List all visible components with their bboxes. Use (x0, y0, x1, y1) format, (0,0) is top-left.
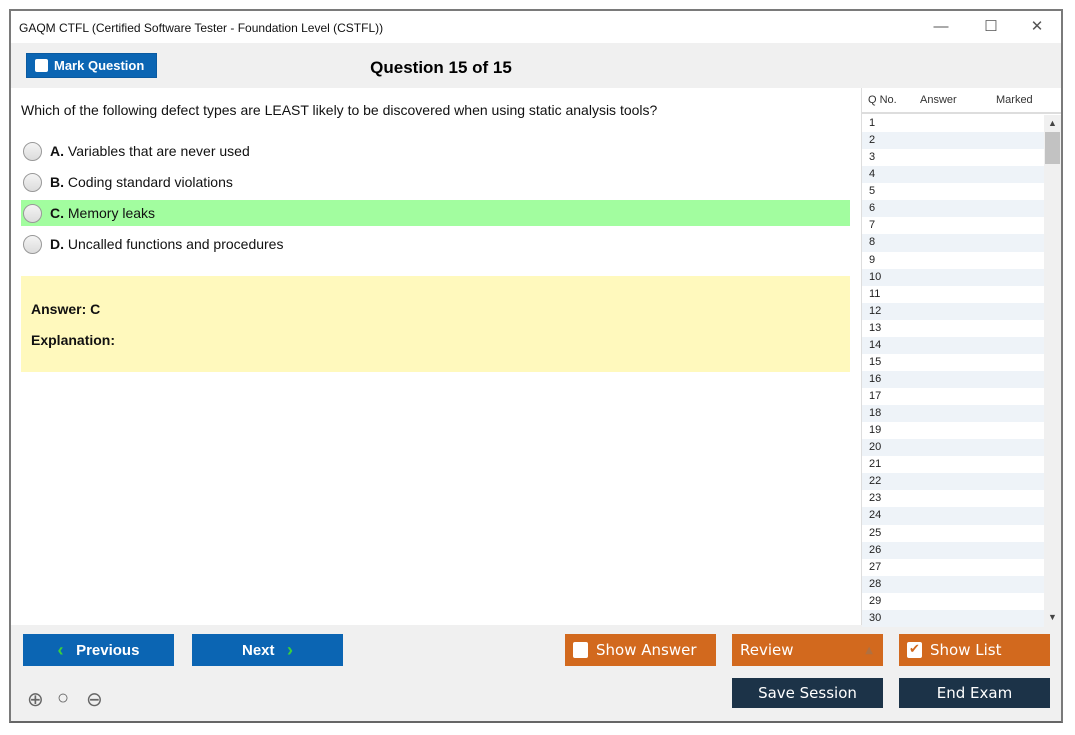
scroll-up-icon[interactable]: ▲ (1048, 118, 1057, 128)
list-row[interactable]: 3 (869, 151, 876, 164)
list-row[interactable]: 4 (862, 166, 1044, 184)
scrollbar[interactable]: ▲ ▼ (1044, 115, 1061, 625)
maximize-button[interactable]: ☐ (984, 18, 998, 35)
minimize-button[interactable]: — (933, 18, 949, 35)
end-exam-button[interactable]: End Exam (899, 678, 1050, 708)
option-d[interactable]: D. Uncalled functions and procedures (21, 231, 850, 257)
previous-button[interactable]: ‹ Previous (23, 634, 174, 666)
list-row[interactable]: 7 (869, 219, 876, 232)
list-row[interactable]: 21 (869, 458, 882, 471)
answer-label: Answer: C (31, 301, 101, 317)
list-row[interactable]: 12 (862, 302, 1044, 320)
list-row[interactable]: 25 (869, 526, 882, 539)
option-text: Uncalled functions and procedures (67, 236, 284, 252)
option-text: Coding standard violations (67, 174, 233, 190)
explanation-label: Explanation: (31, 332, 116, 348)
list-row[interactable]: 2 (862, 132, 1044, 150)
list-row[interactable]: 15 (869, 355, 882, 368)
option-letter: B. (50, 174, 64, 190)
list-row[interactable]: 27 (869, 560, 882, 573)
answer-box: Answer: C Explanation: (21, 276, 850, 372)
title-bar: GAQM CTFL (Certified Software Tester - F… (11, 11, 1061, 43)
question-panel: Which of the following defect types are … (11, 88, 861, 625)
col-qno[interactable]: Q No. (868, 94, 897, 106)
radio-icon[interactable] (23, 203, 42, 223)
option-a[interactable]: A. Variables that are never used (21, 138, 850, 164)
list-row[interactable]: 17 (869, 390, 882, 402)
list-row[interactable]: 5 (869, 185, 876, 198)
list-row[interactable]: 26 (862, 541, 1044, 559)
list-row[interactable]: 20 (862, 439, 1044, 457)
close-button[interactable]: ✕ (1030, 18, 1044, 35)
mark-question-button[interactable]: Mark Question (26, 53, 157, 78)
review-dropdown[interactable]: Review ▲ (732, 634, 883, 666)
zoom-in-icon[interactable]: ⊕ (27, 689, 44, 711)
option-letter: A. (50, 143, 64, 159)
radio-icon[interactable] (23, 172, 42, 192)
radio-icon[interactable] (23, 234, 42, 254)
scroll-down-icon[interactable]: ▼ (1048, 612, 1057, 622)
app-window: GAQM CTFL (Certified Software Tester - F… (9, 9, 1063, 723)
list-row[interactable]: 9 (869, 253, 876, 266)
zoom-out-icon[interactable]: ⊖ (86, 689, 103, 711)
checkbox-icon[interactable] (573, 642, 588, 658)
scrollbar-thumb[interactable] (1045, 132, 1060, 164)
chevron-left-icon: ‹ (57, 639, 64, 660)
list-row[interactable]: 16 (862, 370, 1044, 388)
question-list: Q No. Answer Marked 1 2 3 4 5 6 7 8 9 10 11 12 13 14 1… (861, 88, 1061, 627)
option-letter: C. (50, 205, 64, 221)
list-header: Q No. Answer Marked (862, 88, 1061, 114)
mark-question-label: Mark Question (54, 58, 145, 73)
radio-icon[interactable] (23, 141, 42, 161)
review-label: Review (740, 641, 794, 659)
question-text: Which of the following defect types are … (21, 102, 658, 118)
chevron-right-icon: › (287, 639, 294, 660)
option-c[interactable]: C. Memory leaks (21, 200, 850, 226)
checkbox-checked-icon[interactable]: ✔ (907, 642, 922, 658)
checkbox-icon (35, 59, 48, 72)
window-title: GAQM CTFL (Certified Software Tester - F… (19, 21, 384, 35)
list-row[interactable]: 6 (862, 200, 1044, 218)
list-row[interactable]: 8 (862, 234, 1044, 252)
list-row[interactable]: 28 (862, 575, 1044, 593)
col-marked[interactable]: Marked (996, 94, 1033, 106)
caret-up-icon: ▲ (865, 644, 873, 656)
next-label: Next (241, 641, 275, 659)
option-text: Memory leaks (67, 205, 156, 221)
list-row[interactable]: 22 (862, 473, 1044, 491)
list-row[interactable]: 1 (869, 117, 876, 129)
list-row[interactable]: 30 (862, 609, 1044, 627)
next-button[interactable]: Next › (192, 634, 343, 666)
show-answer-button[interactable]: Show Answer (565, 634, 716, 666)
save-session-button[interactable]: Save Session (732, 678, 883, 708)
list-row[interactable]: 24 (862, 507, 1044, 525)
list-row[interactable]: 18 (862, 405, 1044, 423)
option-b[interactable]: B. Coding standard violations (21, 169, 850, 195)
list-row[interactable]: 19 (869, 424, 882, 437)
list-row[interactable]: 29 (869, 594, 882, 607)
show-list-button[interactable]: ✔ Show List (899, 634, 1050, 666)
option-letter: D. (50, 236, 64, 252)
option-text: Variables that are never used (67, 143, 250, 159)
list-row[interactable]: 11 (869, 287, 881, 300)
zoom-reset-icon[interactable]: ○ (57, 687, 70, 709)
list-row[interactable]: 13 (869, 321, 882, 334)
toolbar: Mark Question Question 15 of 15 (11, 43, 1061, 88)
list-row[interactable]: 14 (862, 336, 1044, 354)
list-row[interactable]: 23 (869, 492, 882, 505)
col-answer[interactable]: Answer (920, 94, 957, 106)
show-list-label: Show List (930, 641, 1002, 659)
question-counter: Question 15 of 15 (370, 58, 512, 77)
previous-label: Previous (76, 641, 140, 659)
list-row[interactable]: 10 (862, 268, 1044, 286)
show-answer-label: Show Answer (596, 641, 697, 659)
list-rows: 1 2 3 4 5 6 7 8 9 10 11 12 13 14 15 16 17 18 19 20 21 22 23 24 2… (862, 115, 1044, 627)
